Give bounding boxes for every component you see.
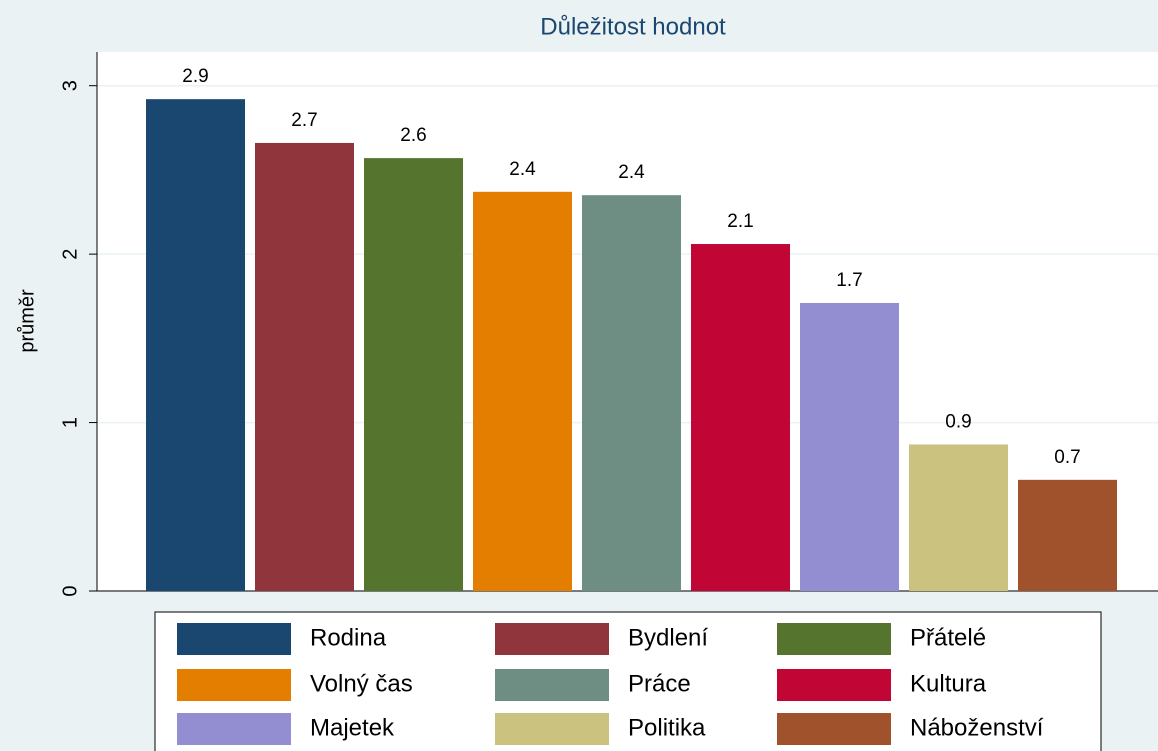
legend-label: Náboženství <box>910 714 1044 741</box>
bar <box>364 158 463 591</box>
legend-label: Volný čas <box>310 670 413 697</box>
legend-label: Politika <box>628 714 706 741</box>
y-tick-label: 1 <box>59 417 81 428</box>
bar <box>146 99 245 591</box>
legend-swatch <box>495 623 609 655</box>
value-label: 2.1 <box>727 211 753 232</box>
legend-swatch <box>495 669 609 701</box>
y-tick-label: 0 <box>59 585 81 596</box>
bar <box>255 142 354 592</box>
bar <box>473 191 572 591</box>
value-label: 0.7 <box>1054 447 1080 468</box>
legend-label: Majetek <box>310 714 395 741</box>
value-label: 0.9 <box>945 411 971 432</box>
bar <box>691 244 790 592</box>
y-tick-label: 3 <box>59 80 81 91</box>
legend-swatch <box>495 713 609 745</box>
legend-swatch <box>177 669 291 701</box>
y-tick-label: 2 <box>59 249 81 260</box>
y-axis-label: průměr <box>16 289 38 353</box>
legend-label: Rodina <box>310 624 387 651</box>
legend-label: Kultura <box>910 670 987 697</box>
legend-label: Práce <box>628 670 691 697</box>
legend-swatch <box>777 669 891 701</box>
value-label: 2.7 <box>291 110 317 131</box>
value-label: 1.7 <box>836 270 862 291</box>
legend-swatch <box>777 623 891 655</box>
value-label: 2.9 <box>182 66 208 87</box>
legend-swatch <box>777 713 891 745</box>
legend-label: Bydlení <box>628 624 708 651</box>
chart-title: Důležitost hodnot <box>540 13 726 40</box>
legend-swatch <box>177 623 291 655</box>
legend-swatch <box>177 713 291 745</box>
value-label: 2.4 <box>509 159 536 180</box>
legend-label: Přátelé <box>910 624 986 651</box>
value-label: 2.4 <box>618 162 645 183</box>
bar <box>1018 479 1117 591</box>
bar <box>909 444 1008 591</box>
value-label: 2.6 <box>400 125 426 146</box>
bar <box>582 195 681 591</box>
legend <box>154 611 1102 751</box>
bar <box>800 302 899 591</box>
